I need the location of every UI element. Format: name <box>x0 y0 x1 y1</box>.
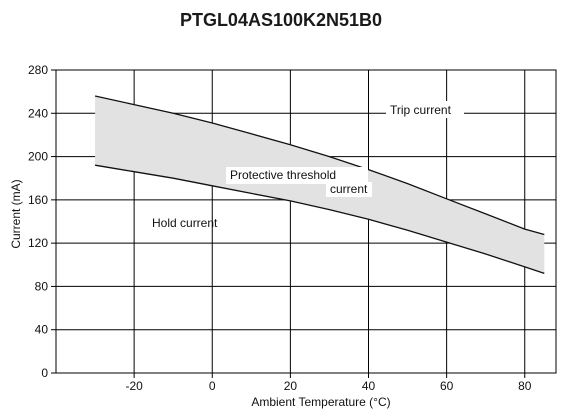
x-tick-label: -20 <box>125 379 143 393</box>
y-axis-label: Current (mA) <box>9 179 23 248</box>
band-label-line-2: current <box>330 182 368 196</box>
hold-current-label: Hold current <box>152 216 218 230</box>
x-axis-label: Ambient Temperature (°C) <box>251 395 390 409</box>
y-tick-label: 0 <box>41 366 48 380</box>
y-tick-label: 120 <box>28 236 48 250</box>
plot-frame <box>55 69 557 374</box>
y-tick-label: 40 <box>35 323 49 337</box>
y-tick-label: 200 <box>28 150 48 164</box>
y-tick-label: 160 <box>28 193 48 207</box>
y-ticks: 0 40 80 120 160 200 240 280 <box>28 63 56 380</box>
x-tick-label: 80 <box>518 379 532 393</box>
protective-threshold-band <box>95 96 545 274</box>
trip-current-line <box>94 95 545 236</box>
trip-current-label: Trip current <box>390 103 452 117</box>
x-tick-label: 40 <box>362 379 376 393</box>
band-label-line-1: Protective threshold <box>230 168 336 182</box>
x-tick-label: 60 <box>440 379 454 393</box>
chart-title: PTGL04AS100K2N51B0 <box>179 10 383 30</box>
x-ticks: -20 0 20 40 60 80 <box>125 373 532 393</box>
y-tick-label: 80 <box>35 279 49 293</box>
x-tick-label: 20 <box>284 379 298 393</box>
hold-current-line <box>94 164 545 275</box>
y-tick-label: 240 <box>28 106 48 120</box>
y-tick-label: 280 <box>28 63 48 77</box>
x-tick-label: 0 <box>209 379 216 393</box>
